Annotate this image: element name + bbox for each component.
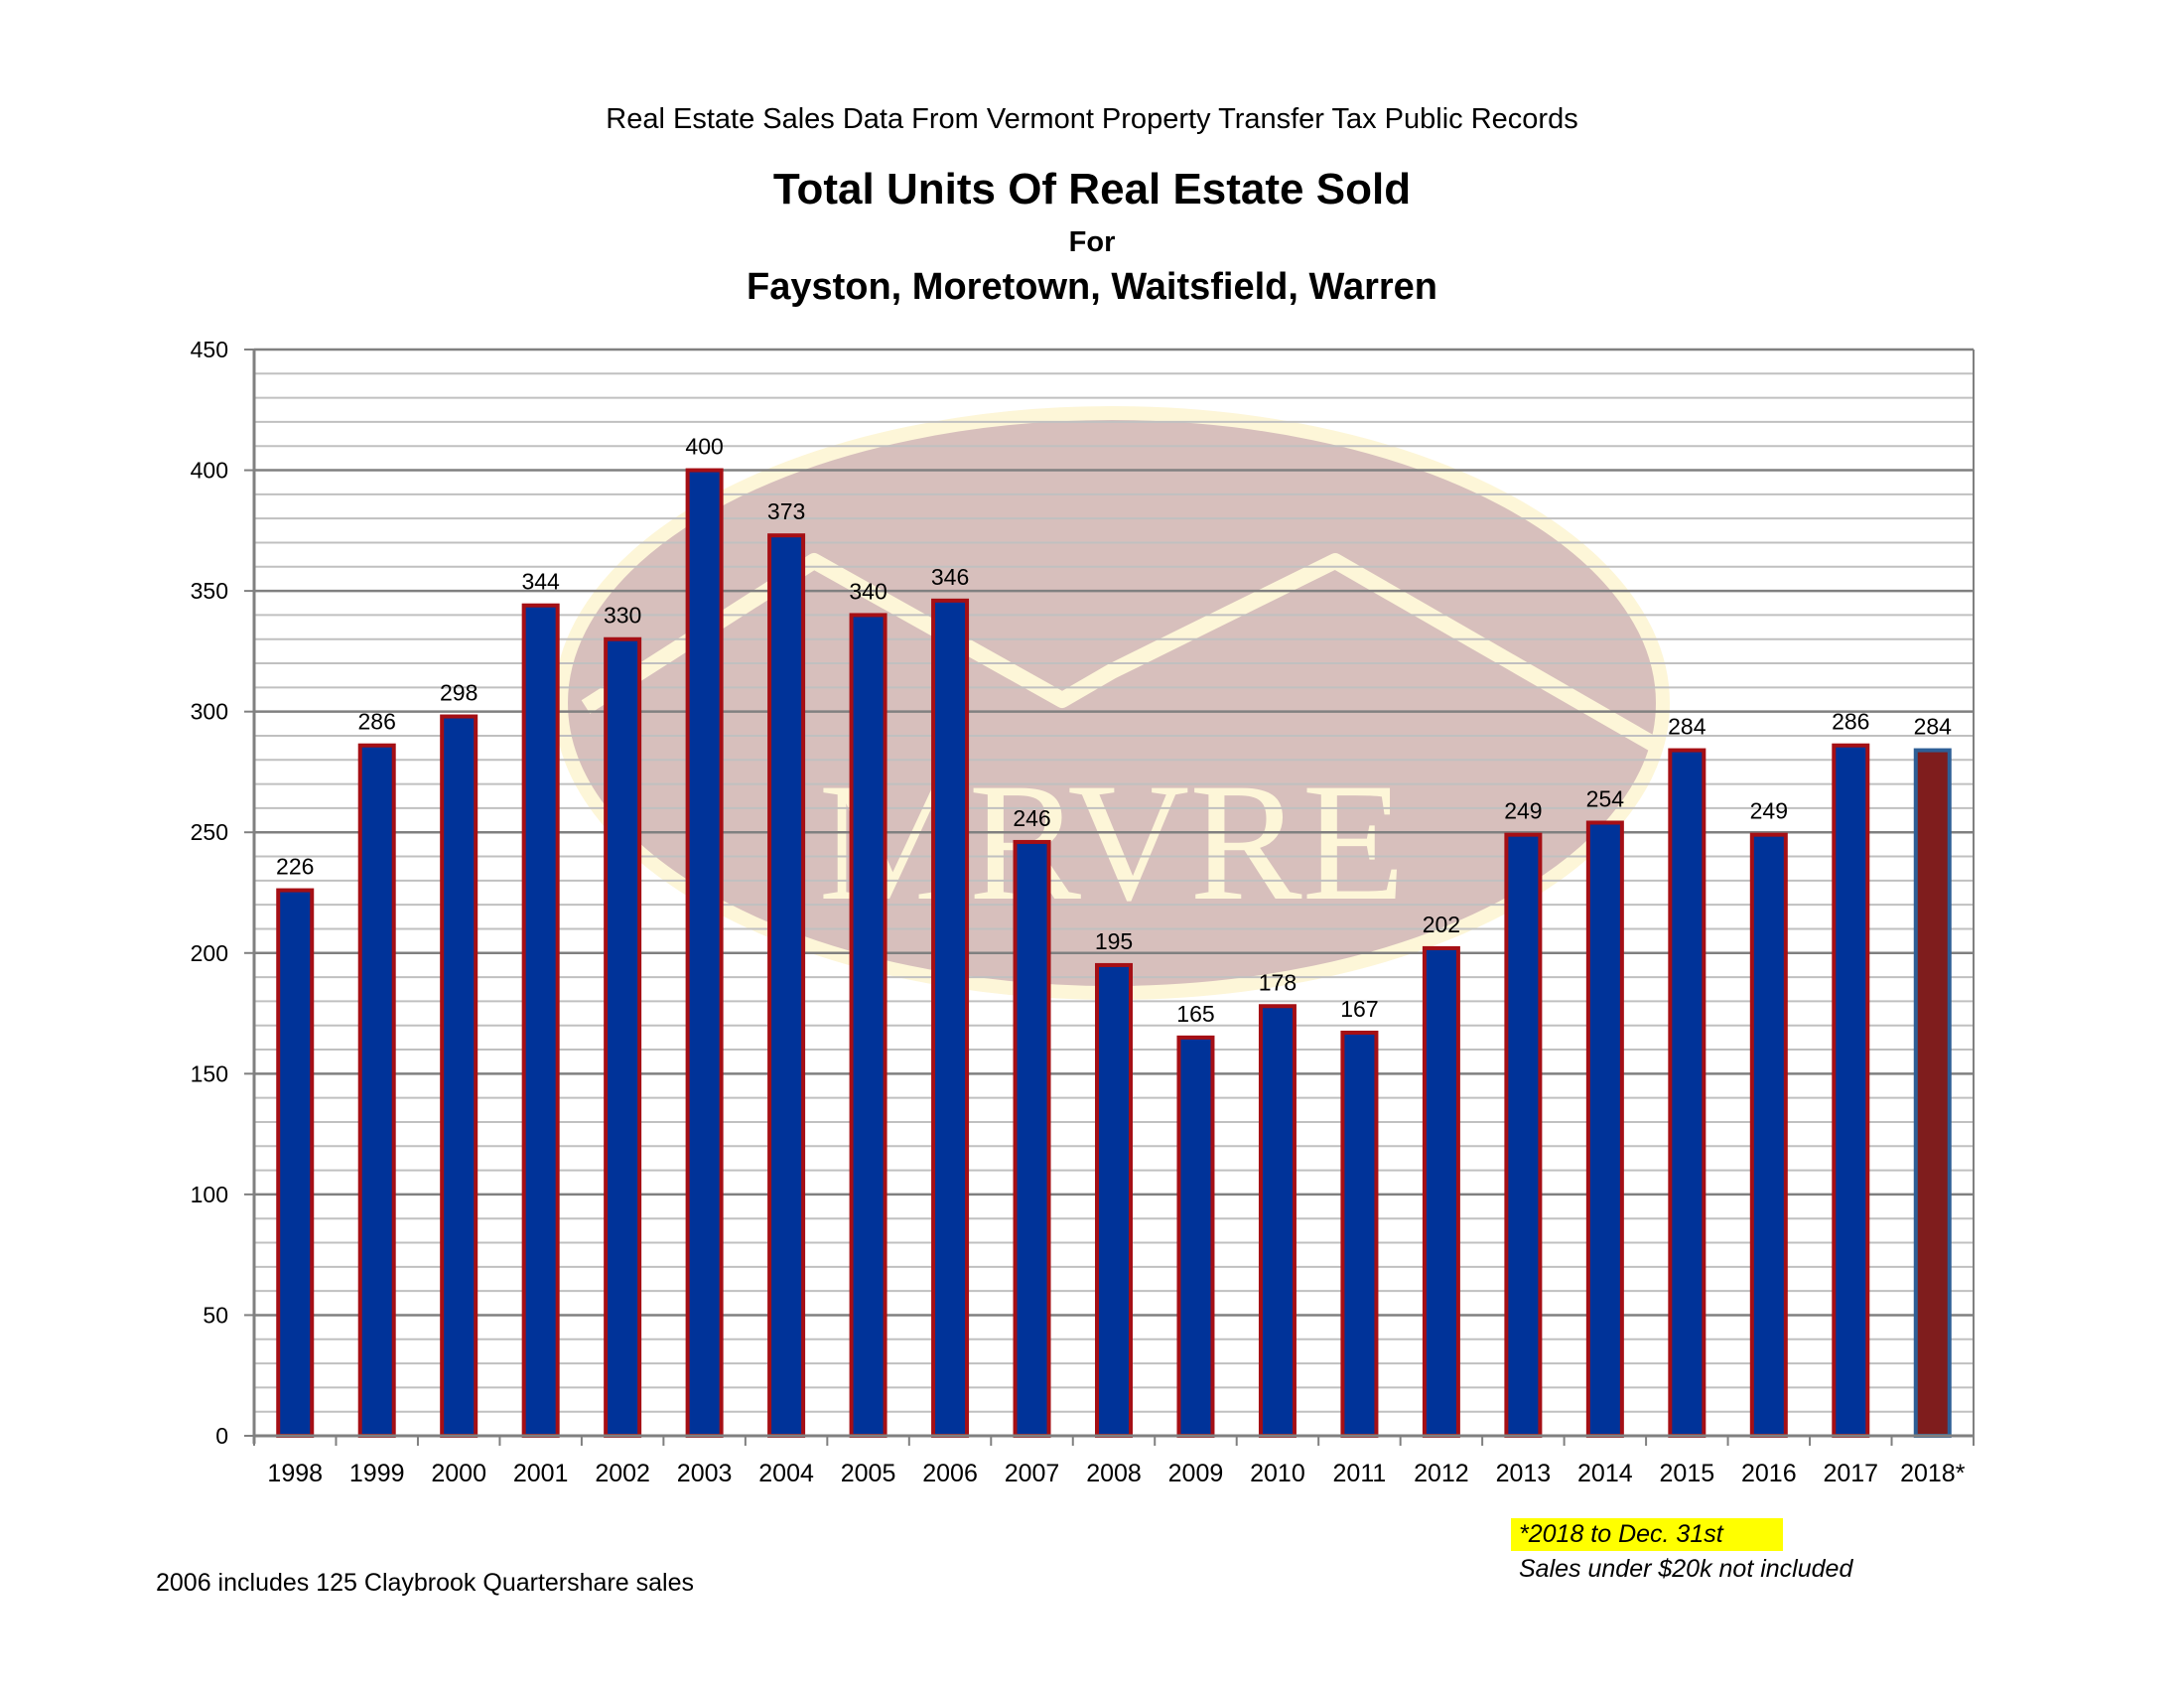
bar-2007 [1013,839,1051,1438]
data-label-1999: 286 [358,709,396,735]
x-tick-label-2001: 2001 [513,1460,569,1487]
bar-2001 [521,603,560,1438]
x-tick-label-2005: 2005 [841,1460,896,1487]
data-label-2005: 340 [849,578,887,604]
y-tick-label-450: 450 [191,337,228,362]
x-tick-label-2016: 2016 [1741,1460,1797,1487]
y-tick-label-350: 350 [191,578,228,604]
x-tick-label-2015: 2015 [1660,1460,1715,1487]
y-tick-label-50: 50 [203,1302,228,1328]
y-tick-label-0: 0 [215,1423,228,1449]
bar-2008 [1095,962,1133,1439]
bar-1998 [276,888,315,1438]
y-tick-label-400: 400 [191,458,228,484]
bar-2003 [685,468,724,1438]
bar-2013 [1504,832,1543,1438]
bar-2018* [1913,748,1952,1438]
data-label-2006: 346 [931,564,969,590]
y-tick-label-100: 100 [191,1182,228,1207]
x-tick-label-2002: 2002 [595,1460,650,1487]
data-label-2009: 165 [1176,1001,1214,1027]
exclusion-note: Sales under $20k not included [1519,1555,1853,1583]
bar-1999 [357,743,396,1438]
bar-2016 [1749,832,1788,1438]
x-tick-label-1999: 1999 [349,1460,405,1487]
bar-2006 [931,598,970,1438]
data-label-2013: 249 [1504,798,1542,824]
highlight-note: *2018 to Dec. 31st [1511,1518,1783,1551]
data-label-2002: 330 [604,603,641,629]
x-tick-label-2010: 2010 [1250,1460,1305,1487]
data-label-2001: 344 [521,569,560,595]
data-label-2003: 400 [685,434,723,460]
x-tick-label-2009: 2009 [1168,1460,1224,1487]
x-tick-label-1998: 1998 [267,1460,323,1487]
x-tick-label-2006: 2006 [922,1460,978,1487]
bar-2014 [1585,820,1624,1438]
bar-2005 [849,613,887,1438]
y-tick-label-300: 300 [191,699,228,725]
x-tick-label-2003: 2003 [677,1460,733,1487]
bar-2017 [1832,743,1870,1438]
data-label-2008: 195 [1095,928,1133,954]
data-label-2011: 167 [1340,996,1378,1022]
data-label-2017: 286 [1832,709,1869,735]
y-tick-label-250: 250 [191,819,228,845]
data-label-2016: 249 [1750,798,1788,824]
x-tick-label-2012: 2012 [1414,1460,1469,1487]
bar-2011 [1340,1031,1379,1438]
bar-2002 [604,636,642,1438]
data-label-2000: 298 [440,680,478,706]
x-tick-label-2013: 2013 [1496,1460,1552,1487]
bar-2004 [767,533,806,1438]
watermark-text: MRVRE [819,749,1406,935]
data-label-2014: 254 [1586,785,1625,811]
bar-2000 [440,714,478,1438]
data-label-2007: 246 [1013,805,1050,831]
watermark-logo: MRVRE [554,406,1670,1000]
chart-towns-subtitle: Fayston, Moretown, Waitsfield, Warren [746,266,1438,308]
data-label-2012: 202 [1423,912,1460,937]
bar-2009 [1176,1035,1215,1439]
chart-for-label: For [1068,226,1116,258]
x-tick-label-2017: 2017 [1823,1460,1878,1487]
data-label-2015: 284 [1668,714,1706,740]
y-tick-label-150: 150 [191,1060,228,1086]
x-tick-label-2000: 2000 [431,1460,486,1487]
data-label-1998: 226 [276,854,314,880]
chart-source-line: Real Estate Sales Data From Vermont Prop… [606,103,1578,135]
bars: 226 286 298 344 330 400 373 340 346 246 195 165 178 1… [276,434,1953,1439]
x-tick-label-2008: 2008 [1086,1460,1142,1487]
y-tick-label-200: 200 [191,940,228,966]
bar-2010 [1258,1004,1297,1438]
x-tick-label-2004: 2004 [758,1460,814,1487]
x-tick-label-2007: 2007 [1005,1460,1060,1487]
axes: 0 50 100 150 200 250 300 350 400 450 1998 1999 2000 2… [191,337,1975,1487]
note-box: *2018 to Dec. 31st Sales under $20k not … [1511,1518,1852,1584]
data-label-2010: 178 [1259,969,1297,995]
chart-title: Total Units Of Real Estate Sold [772,165,1412,213]
x-tick-label-2011: 2011 [1333,1460,1387,1487]
x-tick-label-2014: 2014 [1577,1460,1633,1487]
x-tick-label-2018*: 2018* [1900,1460,1966,1487]
data-label-2004: 373 [767,498,805,524]
footnote: 2006 includes 125 Claybrook Quartershare… [156,1569,694,1597]
bar-2015 [1668,748,1706,1438]
bar-2012 [1422,945,1460,1438]
data-label-2018*: 284 [1914,714,1953,740]
